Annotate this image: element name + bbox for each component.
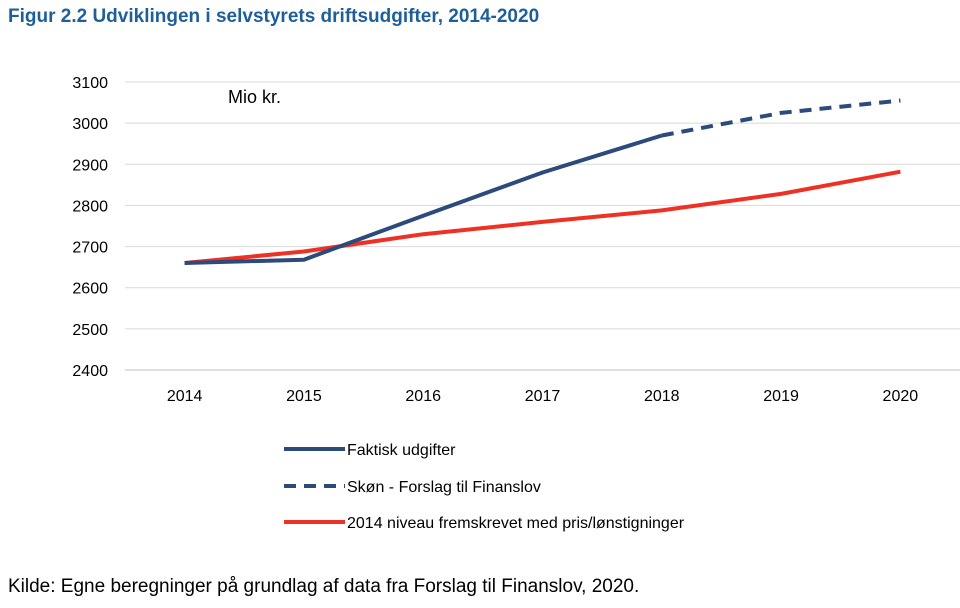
y-axis-ticks: 2400 2500 2600 2700 2800 2900 3000 3100	[72, 75, 108, 380]
x-tick-label: 2019	[763, 388, 799, 405]
source-note: Kilde: Egne beregninger på grundlag af d…	[8, 576, 640, 597]
x-tick-label: 2015	[286, 388, 322, 405]
x-tick-label: 2014	[167, 388, 203, 405]
legend: Faktisk udgifter Skøn - Forslag til Finan…	[284, 442, 685, 532]
series-line-0	[184, 133, 663, 265]
x-tick-label: 2020	[883, 388, 919, 405]
y-tick-label: 3100	[72, 75, 108, 92]
y-tick-label: 2800	[72, 198, 108, 215]
y-tick-label: 2400	[72, 363, 108, 380]
y-tick-label: 2900	[72, 157, 108, 174]
legend-label: 2014 niveau fremskrevet med pris/lønstig…	[347, 515, 685, 532]
y-tick-label: 2600	[72, 281, 108, 298]
unit-label: Mio kr.	[228, 87, 281, 107]
series-line-1	[661, 98, 901, 138]
grid-lines	[125, 81, 960, 371]
legend-label: Skøn - Forslag til Finanslov	[347, 479, 541, 496]
x-tick-label: 2016	[405, 388, 441, 405]
legend-label: Faktisk udgifter	[347, 442, 456, 459]
x-tick-label: 2018	[644, 388, 680, 405]
y-tick-label: 3000	[72, 116, 108, 133]
y-tick-label: 2700	[72, 240, 108, 257]
figure-title: Figur 2.2 Udviklingen i selvstyrets drif…	[8, 6, 540, 27]
series-line-2	[184, 169, 901, 265]
x-axis-ticks: 2014 2015 2016 2017 2018 2019 2020	[167, 388, 918, 405]
series-lines	[184, 98, 901, 265]
x-tick-label: 2017	[525, 388, 561, 405]
y-tick-label: 2500	[72, 322, 108, 339]
